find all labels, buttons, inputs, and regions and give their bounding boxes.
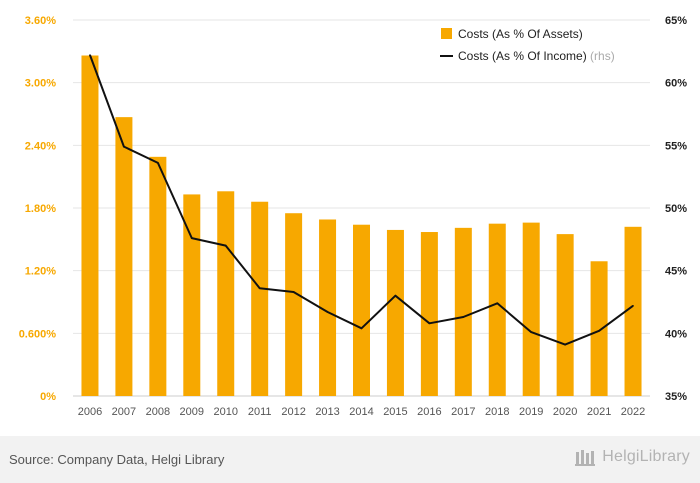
line-point bbox=[157, 162, 159, 164]
bar bbox=[183, 194, 201, 396]
y-left-tick-label: 0% bbox=[40, 391, 56, 403]
combo-chart: 0% 35% 0.600% 40% 1.20% 45% 1.80% 50% 2.40% 55% 3.… bbox=[19, 15, 688, 418]
bar bbox=[624, 226, 642, 396]
x-tick-label: 2020 bbox=[553, 406, 577, 418]
x-tick-label: 2008 bbox=[146, 406, 170, 418]
line-point bbox=[292, 291, 295, 293]
bar bbox=[149, 156, 167, 396]
x-tick-label: 2022 bbox=[621, 406, 645, 418]
legend-label-assets: Costs (As % Of Assets) bbox=[458, 27, 583, 41]
y-left-tick-label: 0.600% bbox=[19, 328, 57, 340]
line-point bbox=[258, 287, 261, 290]
bar bbox=[251, 201, 269, 396]
bar bbox=[353, 224, 370, 396]
bar bbox=[386, 229, 404, 396]
x-tick-label: 2013 bbox=[315, 406, 339, 418]
line-point bbox=[224, 244, 227, 247]
line-point bbox=[360, 327, 363, 330]
line-point bbox=[598, 330, 600, 332]
source-note: Source: Company Data, Helgi Library bbox=[9, 452, 225, 467]
legend-label-income: Costs (As % Of Income) (rhs) bbox=[458, 49, 615, 63]
bar bbox=[285, 213, 303, 396]
line-point bbox=[632, 304, 634, 307]
y-left-tick-label: 3.60% bbox=[25, 15, 56, 27]
y-left-tick-label: 1.80% bbox=[25, 203, 56, 215]
legend-rhs-suffix: (rhs) bbox=[587, 49, 615, 63]
y-right-tick-label: 35% bbox=[665, 391, 687, 403]
bar bbox=[522, 222, 540, 396]
line-point bbox=[89, 54, 91, 56]
bar bbox=[556, 234, 574, 396]
x-tick-label: 2018 bbox=[485, 406, 509, 418]
x-tick-label: 2011 bbox=[248, 406, 272, 418]
x-tick-label: 2007 bbox=[112, 406, 136, 418]
line-point bbox=[123, 145, 125, 148]
x-tick-label: 2017 bbox=[451, 406, 475, 418]
x-tick-label: 2016 bbox=[417, 406, 441, 418]
x-tick-label: 2009 bbox=[180, 406, 204, 418]
x-tick-label: 2021 bbox=[587, 406, 611, 418]
x-tick-label: 2019 bbox=[519, 406, 543, 418]
bar bbox=[488, 223, 506, 396]
y-right-tick-label: 55% bbox=[665, 140, 687, 152]
y-right-tick-label: 50% bbox=[665, 203, 687, 215]
line-point bbox=[190, 237, 193, 239]
line-point bbox=[564, 343, 566, 346]
x-tick-label: 2012 bbox=[281, 406, 305, 418]
line-point bbox=[462, 316, 465, 318]
legend-swatch-assets bbox=[441, 28, 452, 39]
brand-logo: HelgiLibrary bbox=[574, 446, 690, 468]
library-icon bbox=[575, 450, 596, 466]
y-right-tick-label: 65% bbox=[665, 15, 687, 27]
y-right-tick-label: 40% bbox=[665, 328, 687, 340]
bar bbox=[217, 191, 235, 396]
x-tick-label: 2014 bbox=[349, 406, 373, 418]
line-point bbox=[428, 322, 431, 325]
line-point bbox=[496, 302, 499, 305]
line-point bbox=[530, 331, 533, 333]
bar bbox=[319, 219, 337, 396]
x-tick-label: 2010 bbox=[213, 406, 237, 418]
line-point bbox=[394, 294, 397, 297]
y-left-tick-label: 3.00% bbox=[25, 78, 56, 90]
x-tick-label: 2015 bbox=[383, 406, 407, 418]
x-tick-label: 2006 bbox=[78, 406, 102, 418]
y-left-tick-label: 1.20% bbox=[25, 266, 56, 278]
line-point bbox=[326, 311, 329, 313]
bar bbox=[420, 232, 438, 396]
y-left-tick-label: 2.40% bbox=[25, 140, 56, 152]
bar bbox=[454, 227, 472, 396]
bar bbox=[115, 117, 133, 396]
y-right-tick-label: 45% bbox=[665, 266, 687, 278]
bar bbox=[590, 261, 608, 396]
y-right-tick-label: 60% bbox=[665, 78, 687, 90]
brand-name: HelgiLibrary bbox=[602, 448, 690, 465]
bar bbox=[81, 55, 99, 397]
